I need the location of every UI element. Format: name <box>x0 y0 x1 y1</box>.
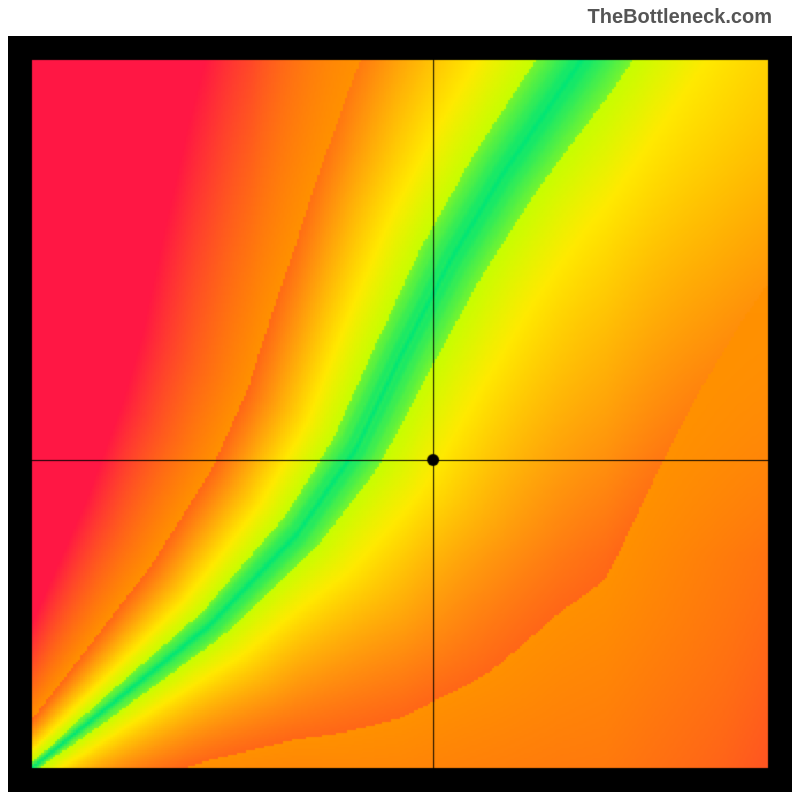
watermark-text: TheBottleneck.com <box>588 6 772 29</box>
bottleneck-heatmap <box>8 36 792 792</box>
chart-container: TheBottleneck.com <box>0 0 800 800</box>
